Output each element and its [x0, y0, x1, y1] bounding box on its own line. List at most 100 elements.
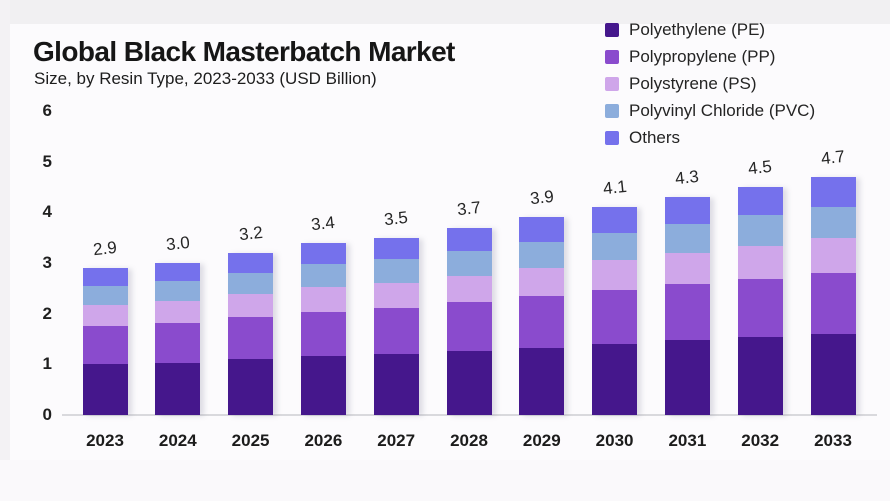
legend-swatch-icon: [605, 103, 619, 118]
bar-segment-polypropylene-pp: [664, 284, 710, 341]
background-strip-top: [0, 0, 890, 24]
bar-2023: [82, 268, 128, 415]
x-axis-label-2030: 2030: [595, 431, 634, 450]
bar-segment-others: [446, 227, 492, 251]
bar-segment-polypropylene-pp: [446, 302, 492, 352]
background-strip-bottom: [0, 460, 890, 501]
bar-segment-others: [82, 268, 128, 286]
bar-segment-polyethylene-pe: [664, 340, 710, 415]
bar-value-label-2025: 3.2: [237, 222, 264, 245]
x-axis-label-2023: 2023: [86, 431, 124, 450]
bar-segment-polystyrene-ps: [664, 252, 710, 285]
bar-segment-polypropylene-pp: [155, 323, 201, 363]
bar-segment-polypropylene-pp: [519, 296, 565, 348]
x-axis-label-2026: 2026: [304, 431, 343, 450]
bar-segment-polyethylene-pe: [519, 347, 565, 415]
bar-segment-polyvinyl-chloride-pvc: [373, 259, 419, 283]
legend-swatch-icon: [605, 76, 619, 91]
bar-segment-polyvinyl-chloride-pvc: [592, 233, 638, 261]
bar-segment-others: [737, 186, 783, 216]
y-axis-tick-6: 6: [42, 100, 52, 120]
bar-value-label-2029: 3.9: [528, 187, 555, 209]
legend-label: Polyvinyl Chloride (PVC): [629, 100, 816, 120]
bar-segment-others: [300, 242, 346, 264]
legend: Polyethylene (PE) Polypropylene (PP) Polys…: [605, 16, 815, 151]
bar-segment-polystyrene-ps: [82, 305, 128, 327]
bar-segment-polypropylene-pp: [810, 272, 856, 334]
bar-segment-polyvinyl-chloride-pvc: [446, 250, 492, 276]
bar-segment-polystyrene-ps: [373, 282, 419, 309]
bar-2033: [810, 176, 856, 415]
x-axis-label-2027: 2027: [377, 431, 416, 450]
bar-segment-others: [592, 207, 638, 234]
bar-2029: [519, 217, 565, 415]
bar-segment-polyethylene-pe: [300, 356, 346, 415]
bar-segment-others: [373, 237, 419, 260]
bar-value-label-2026: 3.4: [310, 212, 337, 234]
legend-label: Polyethylene (PE): [629, 19, 766, 39]
legend-label: Polypropylene (PP): [629, 46, 776, 66]
y-axis-tick-2: 2: [42, 303, 52, 323]
legend-item-3: Polyvinyl Chloride (PVC): [605, 97, 815, 124]
bar-value-label-2027: 3.5: [383, 207, 409, 229]
bar-segment-polyethylene-pe: [373, 354, 419, 415]
bar-2030: [592, 207, 638, 415]
bar-value-label-2028: 3.7: [456, 197, 482, 219]
x-axis-label-2033: 2033: [814, 431, 852, 450]
bar-2025: [228, 252, 274, 415]
y-axis-tick-5: 5: [42, 151, 52, 171]
y-axis-tick-3: 3: [42, 252, 52, 272]
y-axis-tick-0: 0: [42, 405, 52, 424]
bar-segment-polyethylene-pe: [446, 351, 492, 415]
bar-segment-polyethylene-pe: [810, 333, 856, 415]
bar-segment-polystyrene-ps: [446, 275, 492, 303]
x-axis-label-2025: 2025: [231, 431, 270, 450]
bar-segment-others: [664, 197, 710, 224]
legend-item-0: Polyethylene (PE): [605, 16, 815, 43]
bar-segment-polyethylene-pe: [228, 359, 274, 415]
bar-segment-polyvinyl-chloride-pvc: [82, 285, 128, 306]
legend-swatch-icon: [605, 49, 619, 64]
bar-segment-polypropylene-pp: [592, 290, 638, 345]
background-strip-left: [0, 0, 10, 501]
legend-swatch-icon: [605, 130, 619, 145]
x-axis-label-2032: 2032: [741, 431, 780, 450]
x-axis-label-2031: 2031: [668, 431, 707, 450]
y-axis-tick-1: 1: [42, 354, 52, 374]
bar-segment-polyvinyl-chloride-pvc: [519, 241, 565, 269]
legend-label: Polystyrene (PS): [629, 73, 757, 93]
bar-segment-polystyrene-ps: [228, 293, 274, 318]
bar-segment-polyvinyl-chloride-pvc: [737, 215, 783, 246]
legend-item-1: Polypropylene (PP): [605, 43, 815, 70]
bar-2031: [664, 197, 710, 415]
bar-segment-polypropylene-pp: [300, 311, 346, 357]
x-axis-label-2024: 2024: [158, 431, 197, 450]
bar-segment-polypropylene-pp: [228, 317, 274, 360]
bar-segment-polyethylene-pe: [155, 362, 201, 415]
bar-segment-polyethylene-pe: [82, 364, 128, 415]
bar-value-label-2023: 2.9: [92, 237, 118, 260]
chart-title: Global Black Masterbatch Market: [33, 36, 455, 67]
bar-segment-polypropylene-pp: [373, 308, 419, 355]
bar-segment-polyvinyl-chloride-pvc: [155, 281, 201, 302]
bar-segment-polyvinyl-chloride-pvc: [228, 272, 274, 294]
legend-item-2: Polystyrene (PS): [605, 70, 815, 97]
bar-2024: [155, 262, 201, 415]
bar-segment-polypropylene-pp: [82, 326, 128, 365]
bar-segment-polystyrene-ps: [300, 286, 346, 312]
x-axis-label-2028: 2028: [450, 431, 488, 450]
legend-item-4: Others: [605, 124, 815, 151]
bar-segment-others: [228, 252, 274, 273]
bar-segment-polyvinyl-chloride-pvc: [810, 206, 856, 239]
bar-segment-polyvinyl-chloride-pvc: [300, 264, 346, 287]
bar-segment-polystyrene-ps: [592, 260, 638, 291]
bar-value-label-2030: 4.1: [601, 177, 628, 199]
bar-2026: [300, 242, 346, 415]
bar-segment-others: [810, 176, 856, 207]
y-axis-tick-4: 4: [42, 202, 52, 222]
bar-value-label-2031: 4.3: [674, 166, 701, 189]
bar-2032: [737, 186, 783, 415]
legend-swatch-icon: [605, 22, 619, 37]
legend-label: Others: [629, 127, 681, 147]
